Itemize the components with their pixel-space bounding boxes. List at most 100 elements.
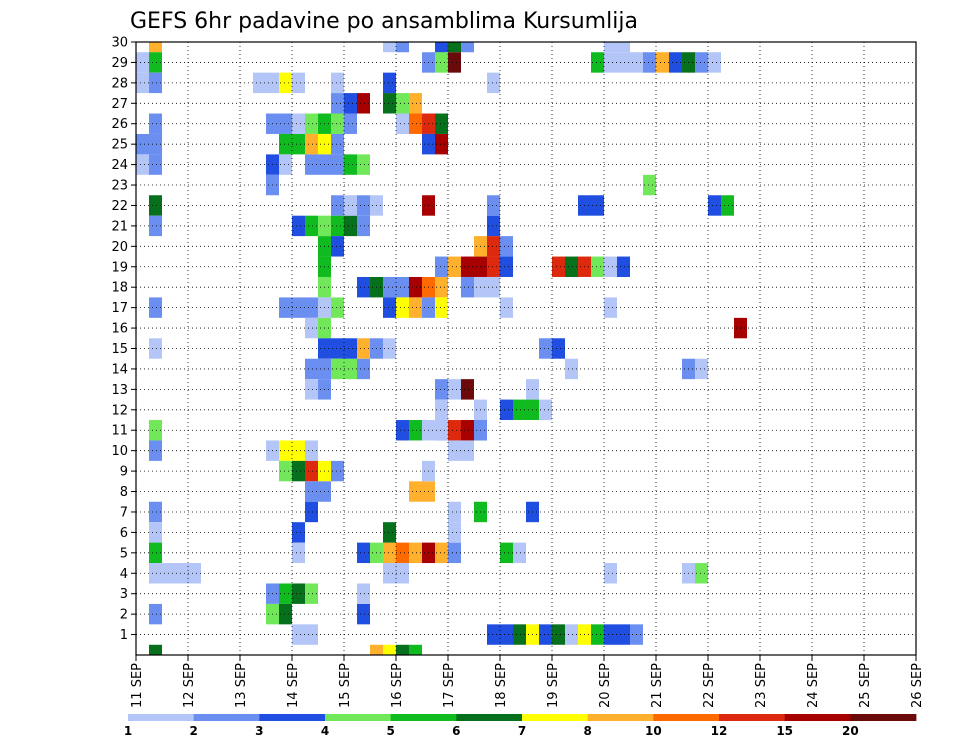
colorbar-swatch bbox=[128, 714, 195, 721]
heatmap-cell bbox=[500, 236, 513, 257]
heatmap-cell bbox=[591, 195, 604, 216]
x-tick-label: 24 SEP bbox=[806, 663, 821, 708]
heatmap-cell bbox=[448, 52, 461, 73]
heatmap-cell bbox=[500, 399, 513, 421]
x-axis: 11 SEP 12 SEP 13 SEP 14 SEP 15 SEP 16 SEP 17 S… bbox=[130, 655, 925, 708]
heatmap-cell bbox=[461, 379, 474, 400]
colorbar-label: 1 bbox=[124, 724, 132, 738]
heatmap-cell bbox=[149, 563, 162, 584]
y-tick-label: 21 bbox=[111, 219, 128, 234]
heatmap-cell bbox=[513, 542, 526, 564]
heatmap-cell bbox=[409, 93, 422, 114]
heatmap-cell bbox=[383, 644, 396, 655]
heatmap-cell bbox=[279, 460, 292, 482]
y-tick-label: 6 bbox=[120, 526, 128, 541]
x-tick-label: 18 SEP bbox=[494, 663, 509, 708]
heatmap-cell bbox=[292, 460, 305, 482]
colorbar-label: 3 bbox=[255, 724, 263, 738]
heatmap-cell bbox=[487, 72, 500, 94]
x-tick-label: 17 SEP bbox=[442, 663, 457, 708]
heatmap-cell bbox=[305, 113, 318, 134]
heatmap-cell bbox=[383, 42, 396, 53]
heatmap-cell bbox=[461, 440, 474, 461]
y-tick-label: 13 bbox=[111, 383, 128, 398]
heatmap-cell bbox=[409, 644, 422, 655]
colorbar-label: 15 bbox=[776, 724, 793, 738]
heatmap-cell bbox=[331, 195, 344, 216]
heatmap-cell bbox=[383, 72, 396, 94]
heatmap-cell bbox=[383, 542, 396, 564]
colorbar-label: 2 bbox=[189, 724, 197, 738]
heatmap-cell bbox=[591, 624, 604, 645]
colorbar-label: 4 bbox=[321, 724, 329, 738]
heatmap-cell bbox=[305, 215, 318, 237]
x-tick-label: 14 SEP bbox=[286, 663, 301, 708]
x-tick-label: 21 SEP bbox=[650, 663, 665, 708]
colorbar-swatch bbox=[522, 714, 589, 721]
heatmap-cell bbox=[305, 154, 318, 175]
heatmap-cell bbox=[344, 113, 357, 134]
y-tick-label: 14 bbox=[111, 362, 128, 377]
heatmap-cell bbox=[604, 52, 617, 73]
heatmap-cell bbox=[513, 399, 526, 421]
y-tick-label: 15 bbox=[111, 342, 128, 357]
heatmap-cell bbox=[331, 154, 344, 175]
colorbar-label: 20 bbox=[842, 724, 859, 738]
heatmap-cell bbox=[487, 276, 500, 298]
heatmap-cell bbox=[396, 297, 409, 318]
heatmap-cell bbox=[149, 215, 162, 237]
y-tick-label: 7 bbox=[120, 505, 128, 520]
heatmap-cell bbox=[461, 420, 474, 441]
heatmap-cell bbox=[305, 583, 318, 604]
heatmap-cell bbox=[448, 440, 461, 461]
heatmap-cell bbox=[487, 215, 500, 237]
y-tick-label: 26 bbox=[111, 117, 128, 132]
heatmap-cell bbox=[344, 154, 357, 175]
heatmap-cell bbox=[357, 583, 370, 604]
x-tick-label: 12 SEP bbox=[182, 663, 197, 708]
heatmap-cell bbox=[292, 440, 305, 461]
colorbar-swatch bbox=[587, 714, 654, 721]
heatmap-cell bbox=[331, 236, 344, 257]
heatmap-cell bbox=[305, 317, 318, 339]
heatmap-cell bbox=[539, 399, 552, 421]
heatmap-cell bbox=[604, 42, 617, 53]
x-tick-label: 13 SEP bbox=[234, 663, 249, 708]
heatmap-cell bbox=[435, 133, 448, 155]
heatmap-cell bbox=[149, 52, 162, 73]
y-tick-label: 24 bbox=[111, 158, 128, 173]
heatmap-cell bbox=[305, 460, 318, 482]
heatmap-cell bbox=[448, 522, 461, 543]
y-tick-label: 20 bbox=[111, 240, 128, 255]
x-tick-label: 20 SEP bbox=[598, 663, 613, 708]
heatmap-cell bbox=[396, 542, 409, 564]
heatmap-cell bbox=[292, 624, 305, 645]
heatmap-cell bbox=[331, 113, 344, 134]
y-tick-label: 16 bbox=[111, 322, 128, 337]
heatmap-cell bbox=[487, 624, 500, 645]
heatmap-cell bbox=[539, 624, 552, 645]
heatmap-cell bbox=[136, 154, 149, 175]
heatmap-cell bbox=[331, 460, 344, 482]
heatmap-cell bbox=[565, 256, 578, 277]
heatmap-cell bbox=[344, 338, 357, 359]
heatmap-cell bbox=[149, 42, 162, 53]
heatmap-cell bbox=[448, 256, 461, 277]
heatmap-cell bbox=[604, 563, 617, 584]
heatmap-cell bbox=[149, 644, 162, 655]
heatmap-cell bbox=[448, 379, 461, 400]
y-tick-label: 12 bbox=[111, 403, 128, 418]
x-tick-label: 22 SEP bbox=[702, 663, 717, 708]
heatmap-cell bbox=[695, 563, 708, 584]
y-tick-label: 28 bbox=[111, 76, 128, 91]
colorbar-label: 12 bbox=[711, 724, 728, 738]
heatmap-cell bbox=[279, 603, 292, 625]
heatmap-cell bbox=[383, 522, 396, 543]
heatmap-cell bbox=[435, 42, 448, 53]
heatmap-cell bbox=[487, 256, 500, 277]
heatmap-cell bbox=[149, 154, 162, 175]
heatmap-cell bbox=[656, 52, 669, 73]
heatmap-cell bbox=[175, 563, 188, 584]
chart-title: GEFS 6hr padavine po ansamblima Kursumli… bbox=[130, 9, 638, 34]
heatmap-cell bbox=[344, 195, 357, 216]
